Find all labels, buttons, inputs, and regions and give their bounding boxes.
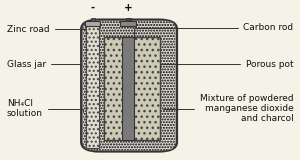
Text: Glass jar: Glass jar <box>7 60 81 69</box>
Text: Porous pot: Porous pot <box>160 60 293 69</box>
Text: Zinc road: Zinc road <box>7 25 86 38</box>
Bar <box>86 26 99 148</box>
Bar <box>122 37 134 140</box>
Text: Mixture of powdered
manganese dioxide
and charcol: Mixture of powdered manganese dioxide an… <box>163 94 293 124</box>
Text: +: + <box>124 3 132 13</box>
Bar <box>120 21 136 26</box>
Text: Carbon rod: Carbon rod <box>134 23 293 38</box>
Bar <box>85 21 100 26</box>
Text: -: - <box>91 3 95 13</box>
Text: NH₄Cl
solution: NH₄Cl solution <box>7 99 83 118</box>
Bar <box>104 37 160 140</box>
FancyBboxPatch shape <box>81 20 177 151</box>
Bar <box>126 17 130 21</box>
FancyBboxPatch shape <box>83 21 175 150</box>
Bar <box>91 17 95 21</box>
